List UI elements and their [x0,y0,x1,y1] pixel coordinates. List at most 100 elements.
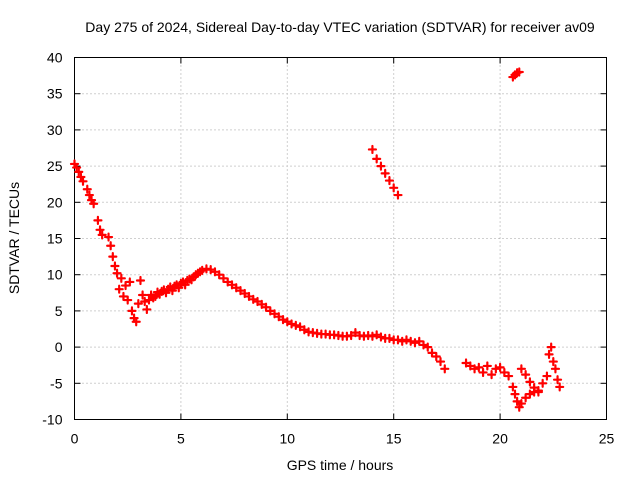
y-tick-label: 30 [47,122,63,138]
data-point-marker [508,382,518,392]
data-point-marker [546,342,556,352]
y-axis-title: SDTVAR / TECUs [6,182,22,294]
data-point-marker [140,296,150,307]
data-point-marker [384,175,395,186]
data-point-marker [103,232,114,242]
chart-title: Day 275 of 2024, Sidereal Day-to-day VTE… [85,19,595,35]
data-series [69,67,565,412]
data-point-marker [89,199,99,209]
x-tick-label: 25 [599,431,615,447]
data-point-marker [95,225,105,235]
data-point-marker [397,336,407,346]
data-point-marker [538,378,548,388]
data-point-marker [544,349,554,359]
data-point-marker [401,335,412,345]
data-point-marker [376,161,386,171]
x-tick-label: 20 [492,431,508,447]
data-point-marker [521,393,531,403]
data-point-marker [469,364,480,374]
y-tick-label: -10 [42,412,62,428]
data-point-marker [84,190,94,200]
data-point-marker [440,364,450,374]
data-point-marker [367,144,378,155]
y-tick-label: 5 [55,303,63,319]
data-point-marker [125,277,135,287]
data-point-marker [376,332,386,342]
data-point-marker [127,306,137,316]
data-point-marker [74,167,84,177]
data-point-marker [393,335,403,345]
x-axis-tick-labels: 0 5 10 15 20 25 [71,431,615,447]
data-point-marker [120,280,131,291]
data-point-marker [499,367,509,378]
data-point-marker [514,67,524,77]
data-point-marker [423,342,433,352]
data-point-marker [286,319,297,329]
data-point-marker [114,284,124,294]
data-point-marker [93,215,103,225]
data-point-marker [491,364,501,374]
data-point-marker [380,168,390,178]
y-tick-label: 20 [47,194,63,210]
data-point-marker [516,398,526,409]
data-point-marker [486,370,497,380]
data-point-marker [393,190,403,200]
data-point-marker [414,336,424,346]
data-point-marker [110,261,120,271]
data-point-marker [78,176,88,186]
data-point-marker [197,265,207,275]
y-tick-label: 35 [47,86,63,102]
y-tick-label: 0 [55,339,63,355]
data-point-marker [482,361,492,371]
data-point-marker [118,291,129,302]
data-point-marker [431,351,441,362]
data-point-marker [131,317,141,327]
y-tick-label: 10 [47,267,63,283]
data-point-marker [367,331,378,341]
data-point-marker [82,184,92,194]
data-point-marker [555,382,565,392]
x-tick-label: 0 [71,431,79,447]
data-point-marker [218,273,229,283]
data-point-marker [261,302,271,312]
data-point-marker [410,338,420,348]
data-point-marker [529,383,539,393]
data-point-marker [291,320,301,330]
x-axis-title: GPS time / hours [287,457,394,473]
y-axis-tick-labels: -10 -5 0 5 10 15 20 25 30 35 40 [42,50,62,428]
data-point-marker [133,299,143,309]
data-point-marker [542,371,552,381]
data-point-marker [123,295,133,305]
y-tick-label: 15 [47,231,63,247]
data-point-marker [406,336,416,346]
data-point-marker [504,371,514,381]
grid [74,57,607,420]
data-point-marker [372,154,382,164]
data-point-marker [116,273,126,283]
data-point-marker [478,367,488,378]
x-tick-label: 15 [386,431,402,447]
data-point-marker [427,348,437,358]
data-point-marker [142,304,152,315]
data-point-marker [384,333,395,344]
data-point-marker [552,375,563,385]
data-point-marker [525,377,535,387]
x-tick-label: 10 [280,431,296,447]
data-point-marker [106,241,116,251]
data-point-marker [495,362,505,372]
data-point-marker [550,364,561,374]
data-point-marker [516,364,526,374]
data-point-marker [135,275,146,286]
y-tick-label: 40 [47,50,63,66]
data-point-marker [214,270,224,280]
data-point-marker [548,356,558,367]
y-tick-label: -5 [50,375,63,391]
data-point-marker [97,230,107,240]
data-point-marker [389,183,399,193]
data-point-marker [521,370,531,380]
plot-frame [74,57,607,420]
data-point-marker [435,356,446,367]
data-point-marker [474,362,484,372]
data-point-marker [510,389,520,399]
